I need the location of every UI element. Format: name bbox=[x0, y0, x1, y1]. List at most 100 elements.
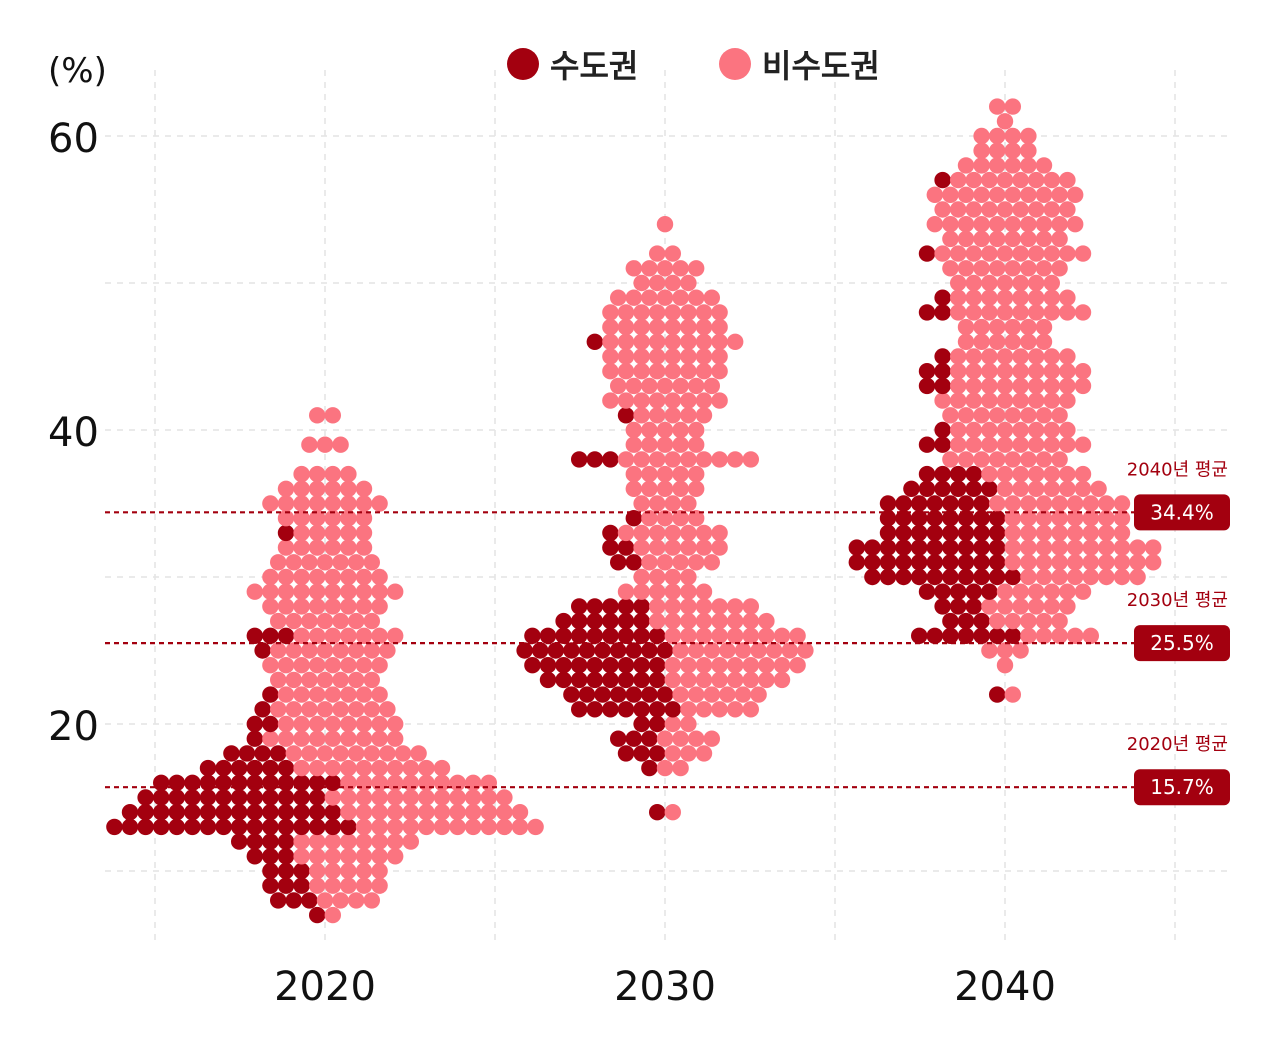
dot-non-capital bbox=[418, 818, 435, 836]
dot-non-capital bbox=[324, 568, 341, 586]
dot-non-capital bbox=[688, 436, 705, 453]
dot-non-capital bbox=[1082, 627, 1100, 644]
dot-capital bbox=[625, 686, 642, 703]
dot-capital bbox=[633, 745, 650, 762]
dot-capital bbox=[277, 877, 295, 894]
dot-capital bbox=[602, 657, 619, 674]
dot-capital bbox=[215, 789, 232, 806]
dot-capital bbox=[879, 510, 897, 527]
dot-non-capital bbox=[965, 436, 982, 453]
dot-capital bbox=[926, 524, 943, 542]
dot-non-capital bbox=[285, 745, 302, 762]
dot-non-capital bbox=[989, 451, 1006, 468]
dot-non-capital bbox=[480, 789, 497, 806]
dot-non-capital bbox=[602, 363, 619, 380]
dot-capital bbox=[934, 583, 951, 600]
dot-non-capital bbox=[996, 201, 1014, 218]
dot-non-capital bbox=[719, 686, 736, 703]
dot-non-capital bbox=[711, 392, 728, 409]
dot-non-capital bbox=[293, 598, 310, 615]
dot-non-capital bbox=[309, 407, 326, 424]
dot-non-capital bbox=[711, 701, 728, 718]
dot-non-capital bbox=[633, 539, 650, 556]
dot-non-capital bbox=[449, 818, 466, 836]
dot-non-capital bbox=[688, 510, 705, 527]
dot-capital bbox=[602, 524, 619, 542]
dot-non-capital bbox=[680, 363, 697, 380]
dot-capital bbox=[246, 848, 263, 865]
dot-non-capital bbox=[695, 407, 713, 424]
dot-non-capital bbox=[355, 510, 373, 527]
dot-non-capital bbox=[703, 730, 720, 747]
dot-capital bbox=[942, 510, 959, 527]
dot-non-capital bbox=[371, 848, 388, 865]
dot-non-capital bbox=[688, 289, 705, 306]
dot-non-capital bbox=[633, 583, 650, 600]
dot-non-capital bbox=[1113, 568, 1131, 586]
dot-non-capital bbox=[711, 304, 728, 321]
dot-non-capital bbox=[965, 363, 982, 380]
dot-non-capital bbox=[950, 392, 967, 409]
dot-non-capital bbox=[262, 583, 279, 600]
dot-non-capital bbox=[989, 612, 1006, 630]
dot-non-capital bbox=[270, 671, 287, 689]
dot-capital bbox=[563, 686, 580, 703]
dot-non-capital bbox=[1067, 539, 1084, 556]
dot-capital bbox=[301, 892, 318, 909]
dot-non-capital bbox=[680, 583, 697, 600]
dot-non-capital bbox=[926, 216, 943, 233]
dot-capital bbox=[602, 701, 619, 718]
dot-non-capital bbox=[680, 333, 697, 350]
dot-non-capital bbox=[664, 671, 681, 689]
dot-non-capital bbox=[316, 892, 334, 909]
dot-non-capital bbox=[965, 304, 982, 321]
dot-non-capital bbox=[1028, 304, 1045, 321]
dot-capital bbox=[957, 495, 975, 512]
dot-capital bbox=[246, 789, 263, 806]
dot-non-capital bbox=[480, 818, 497, 836]
dot-non-capital bbox=[633, 451, 650, 468]
dot-non-capital bbox=[301, 745, 318, 762]
dot-non-capital bbox=[293, 730, 310, 747]
dot-non-capital bbox=[649, 583, 666, 600]
dot-non-capital bbox=[371, 568, 388, 586]
dot-non-capital bbox=[649, 392, 666, 409]
dot-capital bbox=[602, 598, 619, 615]
dot-capital bbox=[950, 598, 967, 615]
dot-non-capital bbox=[309, 862, 326, 880]
dot-capital bbox=[973, 554, 990, 571]
dot-non-capital bbox=[664, 363, 681, 380]
dot-non-capital bbox=[1004, 554, 1021, 571]
dot-non-capital bbox=[957, 216, 975, 233]
dot-non-capital bbox=[1012, 583, 1029, 600]
dot-capital bbox=[277, 818, 295, 836]
dot-non-capital bbox=[324, 627, 341, 644]
dot-non-capital bbox=[664, 627, 681, 644]
dot-capital bbox=[586, 627, 603, 644]
dot-non-capital bbox=[332, 612, 349, 630]
dot-non-capital bbox=[355, 495, 373, 512]
dot-capital bbox=[942, 612, 959, 630]
dot-non-capital bbox=[1074, 304, 1092, 321]
dot-non-capital bbox=[270, 554, 287, 571]
dot-capital bbox=[277, 524, 295, 542]
dot-non-capital bbox=[379, 745, 396, 762]
dot-non-capital bbox=[1035, 260, 1053, 277]
dot-non-capital bbox=[649, 245, 666, 262]
dot-non-capital bbox=[641, 260, 658, 277]
dot-non-capital bbox=[996, 171, 1014, 189]
dot-non-capital bbox=[410, 745, 427, 762]
dot-non-capital bbox=[711, 627, 728, 644]
dot-non-capital bbox=[957, 230, 975, 248]
dot-capital bbox=[199, 759, 217, 777]
dot-non-capital bbox=[996, 377, 1014, 395]
dot-capital bbox=[309, 789, 326, 806]
dot-non-capital bbox=[996, 245, 1014, 262]
dot-non-capital bbox=[1051, 407, 1068, 424]
dot-capital bbox=[864, 554, 881, 571]
dot-non-capital bbox=[758, 627, 775, 644]
dot-capital bbox=[649, 804, 666, 821]
dot-non-capital bbox=[277, 686, 295, 703]
dot-non-capital bbox=[950, 436, 967, 453]
dot-non-capital bbox=[973, 318, 990, 336]
